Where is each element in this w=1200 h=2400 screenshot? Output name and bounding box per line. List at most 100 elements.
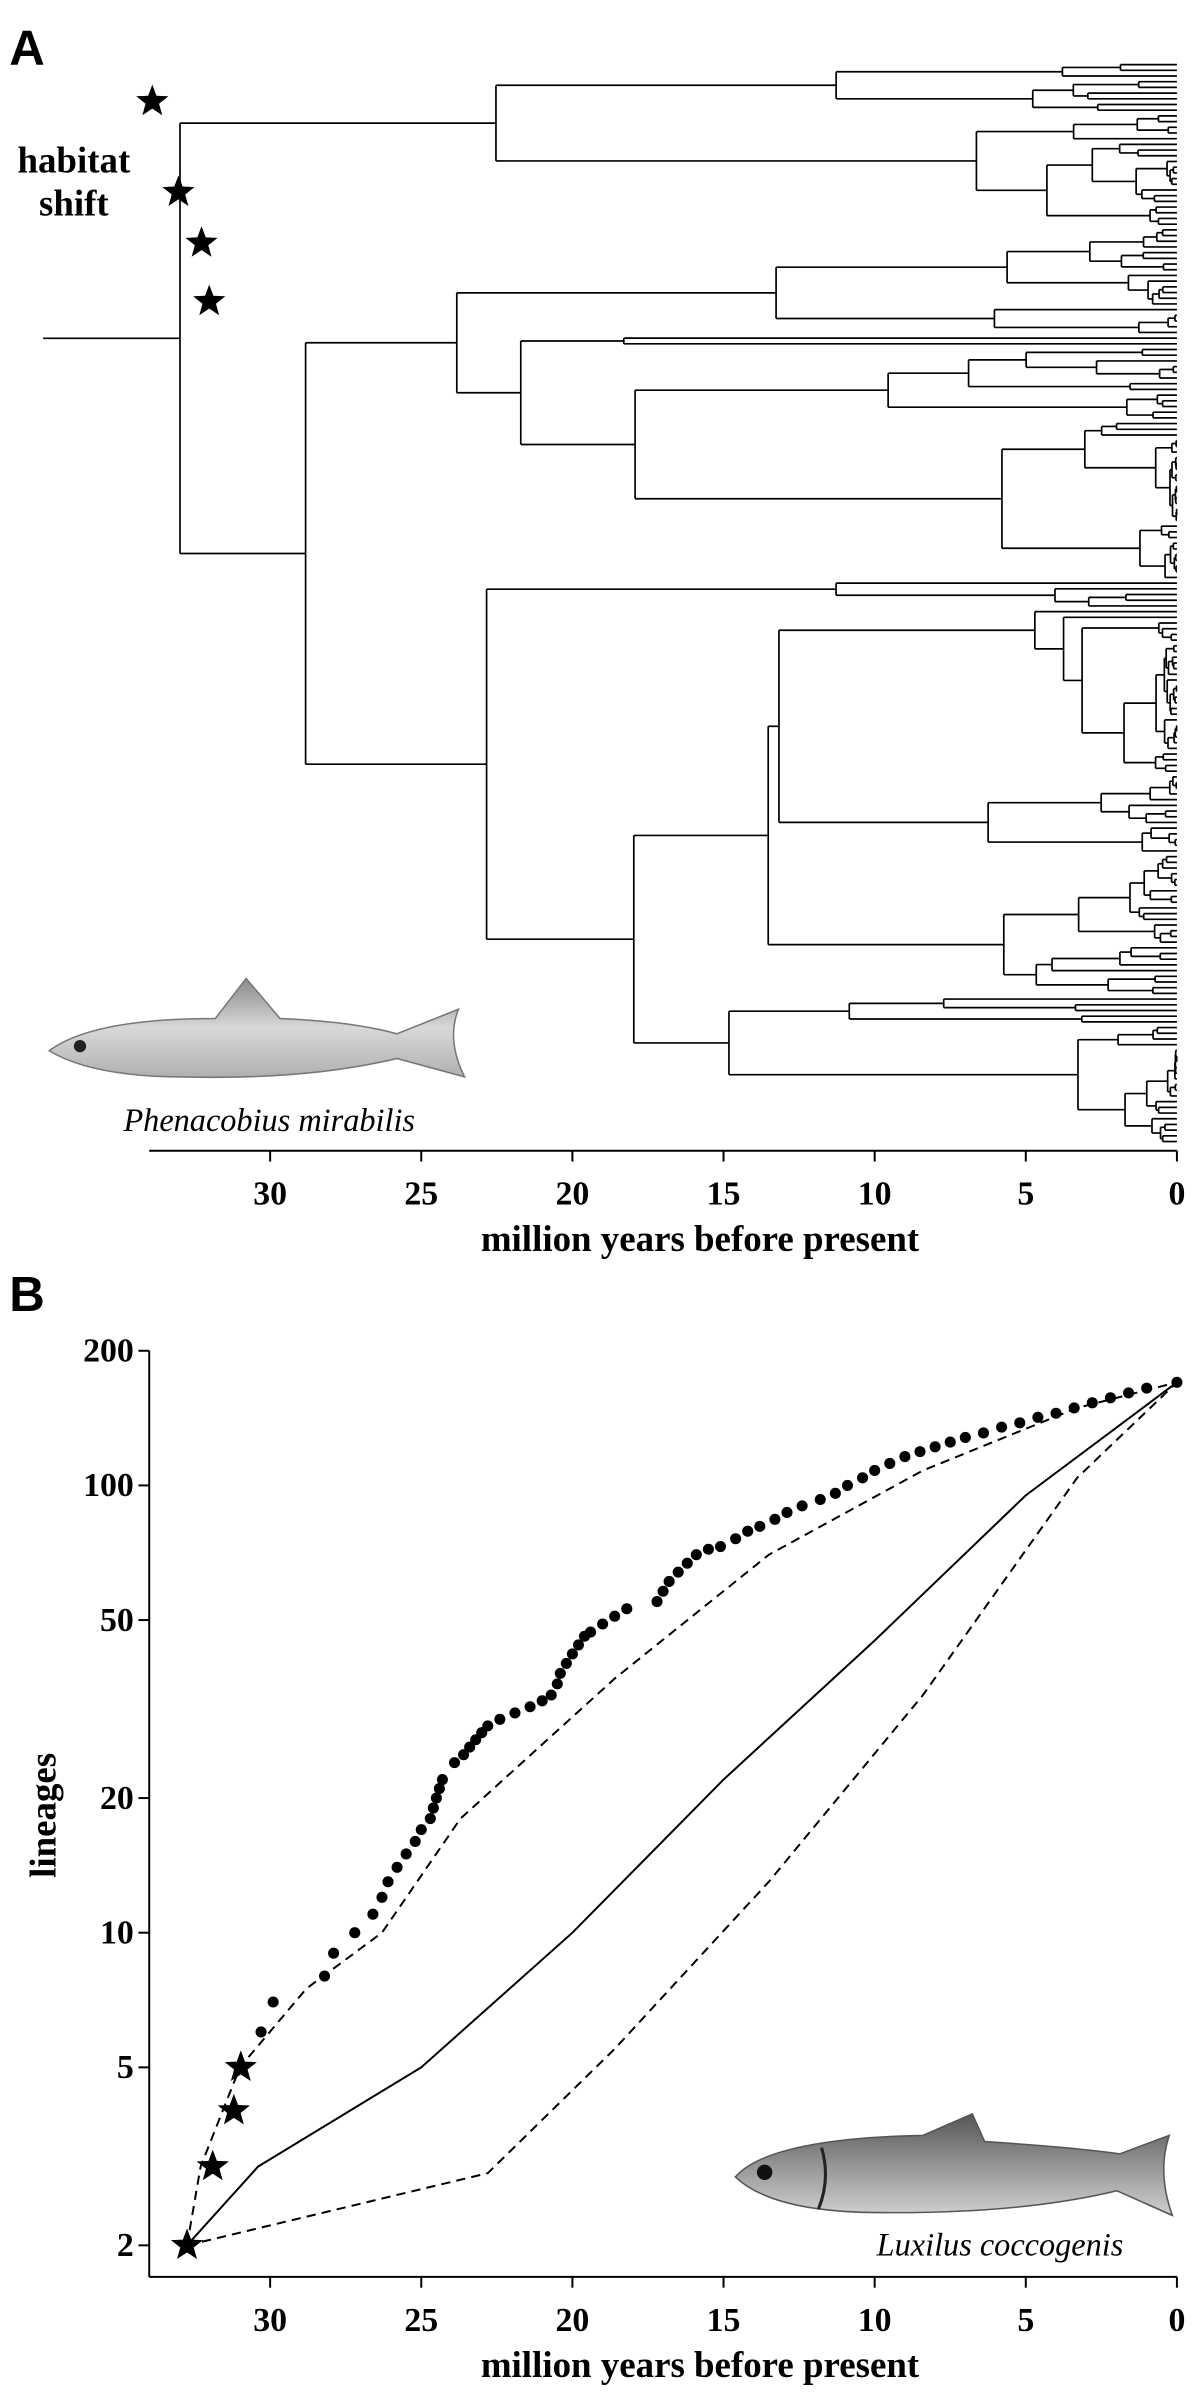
lineage-point [829, 1487, 841, 1499]
lineage-point [884, 1457, 896, 1469]
fish-illustration [47, 977, 467, 1079]
habitat-shift-star [136, 84, 169, 116]
x-tick-label: 0 [1168, 1176, 1185, 1213]
lineage-point [328, 1947, 340, 1959]
lineage-point [609, 1610, 621, 1622]
lineage-point [730, 1533, 742, 1545]
lineage-point [959, 1431, 971, 1444]
lineage-point [1068, 1402, 1080, 1414]
y-tick-label: 200 [83, 1333, 134, 1370]
fish-illustration [734, 2112, 1174, 2217]
x-tick-label: 10 [858, 2302, 892, 2339]
lineage-point [702, 1543, 714, 1555]
lineage-point [690, 1549, 702, 1561]
lineage-point [448, 1757, 461, 1769]
x-tick-label: 5 [1017, 2302, 1034, 2339]
x-tick-label: 15 [707, 2302, 741, 2339]
lineage-point [376, 1891, 388, 1903]
lineage-point [754, 1520, 766, 1532]
y-tick-label: 100 [83, 1467, 134, 1504]
lineage-point [545, 1689, 557, 1701]
lineage-point [714, 1541, 727, 1553]
lineage-point [796, 1500, 808, 1512]
lineage-point [814, 1493, 826, 1506]
lineage-point [1014, 1417, 1026, 1429]
lineage-point [430, 1792, 442, 1804]
lineage-point [944, 1436, 956, 1448]
lineage-point [681, 1557, 693, 1569]
lineage-point [584, 1626, 597, 1638]
lineage-point [427, 1802, 439, 1814]
lineage-point [1086, 1397, 1098, 1409]
lineage-point [657, 1585, 669, 1597]
lineage-point [524, 1701, 536, 1713]
lineage-point [841, 1479, 853, 1491]
lineage-point [1104, 1392, 1116, 1404]
lineage-point [672, 1566, 684, 1578]
confidence-line [186, 1381, 1178, 2247]
habitat-shift-star [193, 284, 226, 316]
lineage-point [458, 1749, 470, 1761]
species-label: Phenacobius mirabilis [122, 1102, 415, 1138]
lineage-point [1032, 1411, 1044, 1423]
lineage-point [433, 1783, 445, 1795]
annotation: habitat shift [17, 139, 131, 223]
lineage-point [494, 1713, 506, 1725]
lineage-point [391, 1861, 403, 1873]
habitat-shift-star [162, 175, 195, 206]
panel-label: B [9, 1267, 45, 1322]
confidence-line [186, 1381, 1178, 2246]
lineage-point [1171, 1376, 1183, 1388]
lineage-point [400, 1848, 412, 1860]
x-tick-label: 30 [253, 2302, 287, 2339]
lineage-point [509, 1707, 521, 1719]
x-tick-label: 5 [1017, 1176, 1034, 1213]
lineage-point [621, 1603, 633, 1615]
lineage-point [899, 1451, 911, 1463]
expected-line [186, 1381, 1178, 2247]
x-tick-label: 30 [253, 1176, 287, 1213]
habitat-shift-star [170, 2228, 204, 2260]
x-tick-label: 0 [1168, 2302, 1185, 2339]
x-tick-label: 25 [404, 1176, 438, 1213]
lineage-point [977, 1427, 990, 1439]
lineage-point [536, 1695, 548, 1707]
lineage-point [551, 1678, 563, 1690]
species-label: Luxilus coccogenis [876, 2226, 1124, 2262]
lineage-point [415, 1824, 427, 1836]
y-tick-label: 2 [117, 2227, 134, 2264]
lineage-point [996, 1421, 1008, 1433]
lineage-point [409, 1835, 421, 1847]
habitat-shift-star [217, 2093, 250, 2125]
lineage-point [560, 1657, 572, 1669]
lineage-point [781, 1506, 793, 1519]
lineage-point [663, 1575, 675, 1587]
x-tick-label: 15 [707, 1176, 741, 1213]
lineage-point [382, 1876, 394, 1888]
lineage-point [255, 2026, 267, 2038]
lineage-point [869, 1464, 881, 1477]
lineage-point [857, 1472, 869, 1484]
x-tick-label: 10 [858, 1176, 892, 1213]
y-tick-label: 5 [117, 2049, 134, 2086]
y-tick-label: 20 [100, 1780, 134, 1817]
lineage-point [929, 1441, 941, 1453]
lineage-point [769, 1513, 781, 1525]
x-tick-label: 20 [555, 1176, 589, 1213]
x-axis-title: million years before present [481, 1218, 920, 1259]
lineage-point [424, 1812, 436, 1825]
lineage-point [482, 1720, 494, 1732]
lineage-point [349, 1927, 361, 1939]
annotation-line: habitat [17, 139, 131, 180]
x-axis-title: million years before present [481, 2344, 920, 2385]
habitat-shift-star [196, 2149, 229, 2181]
lineage-point [464, 1741, 476, 1753]
lineage-point [1141, 1382, 1153, 1394]
lineage-point [651, 1596, 663, 1608]
y-tick-label: 10 [100, 1914, 134, 1951]
lineage-point [319, 1970, 331, 1982]
lineage-point [554, 1667, 566, 1679]
y-axis-title: lineages [22, 1753, 63, 1878]
lineage-point [1050, 1407, 1062, 1419]
